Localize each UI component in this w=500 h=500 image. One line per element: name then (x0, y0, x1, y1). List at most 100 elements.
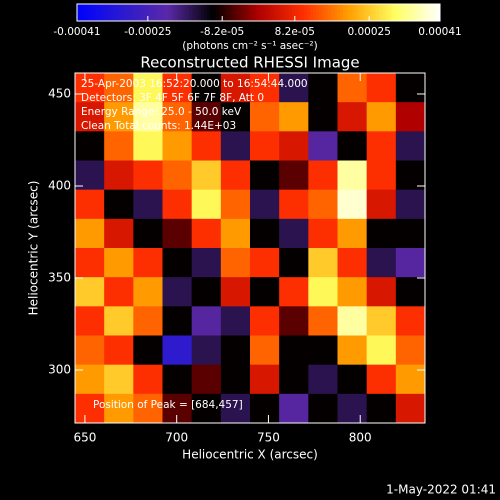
heatmap-cell (395, 393, 426, 424)
colorbar-swatch (86, 4, 90, 21)
colorbar-swatch (391, 4, 396, 21)
heatmap-cell (250, 335, 280, 366)
heatmap-cell (337, 189, 368, 220)
colorbar-swatch (125, 4, 129, 21)
colorbar-swatch (346, 4, 350, 21)
heatmap-cell (337, 248, 368, 278)
heatmap-cell (308, 277, 338, 307)
colorbar-swatch (164, 4, 169, 21)
colorbar-swatch (216, 4, 220, 21)
colorbar-swatch (134, 4, 138, 21)
colorbar-swatch (225, 4, 229, 21)
colorbar-swatch (110, 4, 114, 21)
heatmap-cell (366, 73, 397, 103)
colorbar-swatch (421, 4, 426, 21)
colorbar-swatch (219, 4, 223, 21)
colorbar-swatch (270, 4, 275, 21)
colorbar-swatch (385, 4, 389, 21)
heatmap-cell (104, 277, 134, 307)
colorbar-swatch (331, 4, 335, 21)
heatmap-cell (279, 393, 309, 424)
heatmap-cell (250, 393, 280, 424)
heatmap-cell (337, 131, 368, 161)
colorbar-swatch (246, 4, 250, 21)
heatmap-cell (308, 306, 338, 336)
heatmap-cell (191, 131, 222, 161)
heatmap-cell (104, 393, 134, 424)
heatmap-cell (279, 218, 309, 249)
heatmap-cell (395, 131, 426, 161)
colorbar-swatch (101, 4, 105, 21)
colorbar-swatch (237, 4, 241, 21)
colorbar-tick-label: 0.00041 (418, 26, 461, 38)
heatmap-cell (395, 335, 426, 366)
x-axis-label: Heliocentric X (arcsec) (182, 448, 318, 462)
heatmap-cell (250, 73, 280, 103)
colorbar-swatch (182, 4, 187, 21)
heatmap-cell (337, 335, 368, 366)
heatmap-cell (220, 393, 251, 424)
colorbar-swatch (161, 4, 166, 21)
colorbar-swatch (222, 4, 226, 21)
heatmap-cell (220, 277, 251, 307)
x-tick-label: 800 (349, 431, 372, 445)
colorbar-swatch (285, 4, 290, 21)
colorbar-swatch (309, 4, 314, 21)
heatmap-cell (279, 102, 309, 132)
colorbar-swatch (95, 4, 99, 21)
heatmap-cell (279, 335, 309, 366)
heatmap-cell (104, 364, 134, 395)
colorbar-swatch (243, 4, 247, 21)
heatmap-cell (308, 73, 338, 103)
colorbar-swatch (113, 4, 117, 21)
colorbar-swatch (409, 4, 414, 21)
heatmap-cell (220, 335, 251, 366)
heatmap-cell (279, 364, 309, 395)
heatmap-cell (133, 189, 163, 220)
colorbar-swatch (176, 4, 181, 21)
colorbar-swatch (397, 4, 402, 21)
heatmap-cell (191, 189, 222, 220)
colorbar-swatch (312, 4, 317, 21)
heatmap-cell (133, 306, 163, 336)
colorbar-tick-label: 0.00025 (347, 26, 390, 38)
heatmap-cell (366, 277, 397, 307)
colorbar-swatch (207, 4, 211, 21)
colorbar-swatch (279, 4, 284, 21)
heatmap-cell (366, 131, 397, 161)
colorbar-swatch (412, 4, 417, 21)
colorbar-swatch (264, 4, 268, 21)
heatmap-cell (75, 73, 105, 103)
colorbar-swatch (170, 4, 175, 21)
colorbar-swatch (325, 4, 329, 21)
heatmap-cell (250, 189, 280, 220)
plot-frame (74, 72, 426, 424)
heatmap-cell (75, 277, 105, 307)
heatmap-cell (366, 102, 397, 132)
colorbar-swatch (83, 4, 87, 21)
colorbar-swatch (191, 4, 196, 21)
y-tick-label: 300 (48, 363, 71, 377)
colorbar-swatch (107, 4, 111, 21)
colorbar-swatch (131, 4, 135, 21)
colorbar-label: (photons cm⁻² s⁻¹ asec⁻²) (182, 40, 317, 52)
heatmap-cell (191, 277, 222, 307)
colorbar-swatch (400, 4, 405, 21)
colorbar-swatch (267, 4, 271, 21)
heatmap-cell (250, 277, 280, 307)
colorbar-swatch (373, 4, 377, 21)
heatmap-cell (191, 160, 222, 191)
colorbar-swatch (388, 4, 392, 21)
heatmap-cell (162, 393, 193, 424)
colorbar-frame (76, 3, 441, 22)
colorbar-swatch (415, 4, 420, 21)
colorbar-swatch (364, 4, 368, 21)
heatmap-cell (220, 160, 251, 191)
heatmap-cell (250, 248, 280, 278)
annotation: Clean Total counts: 1.44E+03 (81, 120, 236, 132)
heatmap-cell (104, 306, 134, 336)
colorbar-swatch (282, 4, 287, 21)
heatmap-cell (279, 189, 309, 220)
heatmap-cell (395, 277, 426, 307)
